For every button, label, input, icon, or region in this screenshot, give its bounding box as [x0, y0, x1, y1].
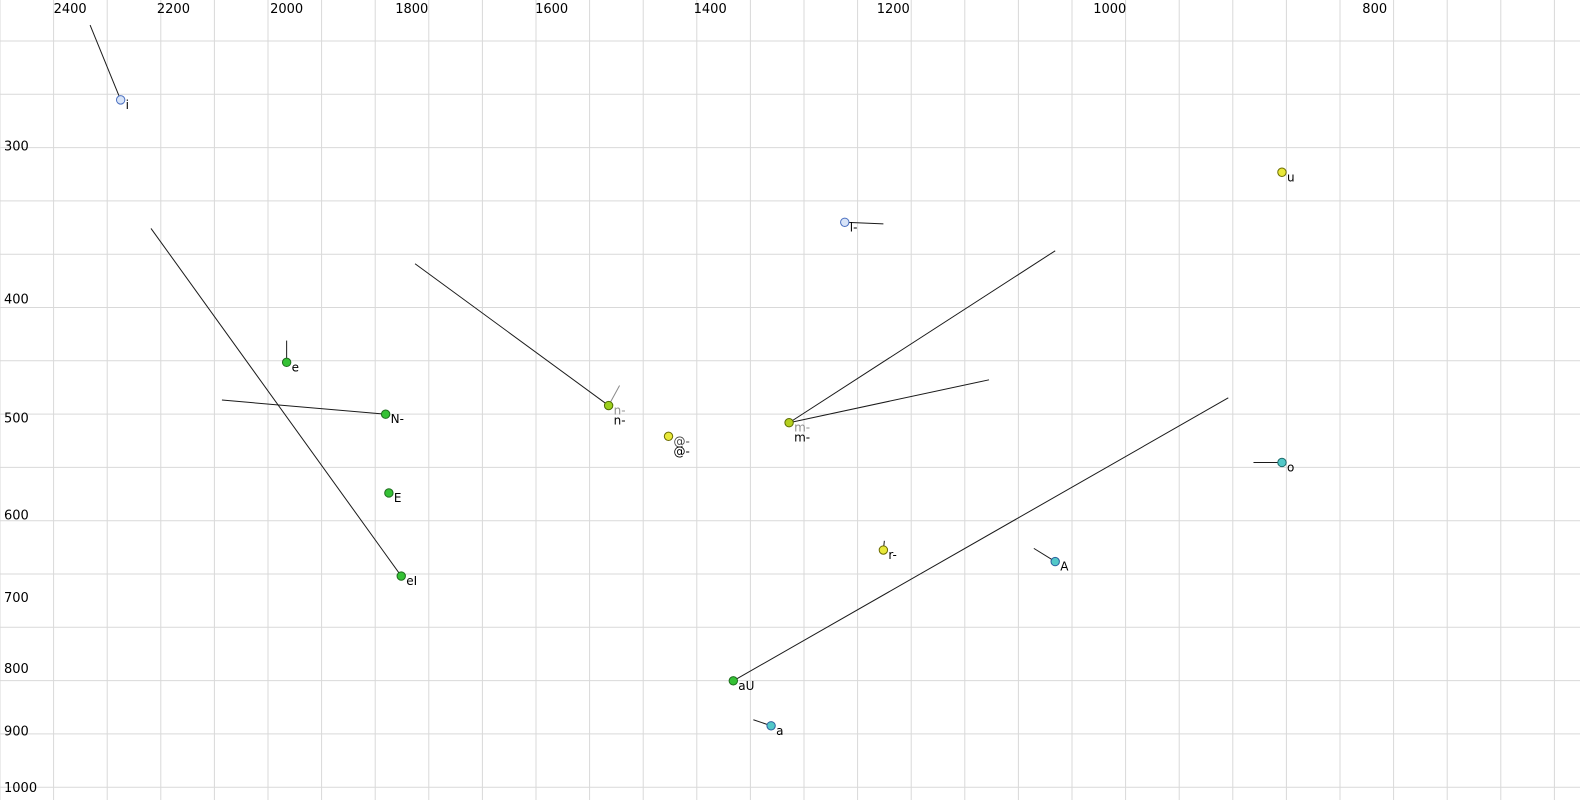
point-label-eI: eI	[406, 574, 417, 588]
point-r-	[878, 545, 889, 555]
point-e	[281, 357, 292, 368]
point-o	[1277, 457, 1287, 468]
trajectory-line-n-	[414, 263, 609, 406]
point-n-	[603, 400, 614, 411]
x-tick-label: 1200	[877, 2, 910, 17]
y-tick-label: 600	[4, 509, 29, 524]
trajectory-line-aU	[733, 397, 1229, 682]
x-tick-label: 1000	[1093, 2, 1126, 17]
point-A	[1050, 556, 1060, 567]
y-tick-label: 400	[4, 293, 29, 308]
y-tick-label: 300	[4, 139, 29, 154]
point-label-r-: r-	[888, 548, 897, 562]
x-tick-label: 1600	[535, 2, 568, 17]
trajectory-line-l-	[844, 221, 884, 225]
x-tick-label: 2400	[54, 2, 87, 17]
point-eI	[396, 571, 406, 581]
point-label-l-: l-	[850, 220, 858, 234]
y-tick-label: 800	[4, 662, 29, 677]
point-N-	[380, 409, 391, 419]
trajectory-line-eI	[150, 228, 402, 577]
point-label-A: A	[1060, 560, 1069, 574]
point-label-a: a	[776, 724, 783, 738]
y-tick-label: 500	[4, 411, 29, 426]
point-m-	[784, 418, 794, 428]
y-tick-label: 1000	[4, 781, 37, 796]
point-E	[384, 488, 394, 498]
point-label-u: u	[1287, 170, 1295, 184]
point-label-N-: N-	[391, 412, 404, 426]
point-@-	[663, 431, 674, 442]
x-tick-label: 1400	[694, 2, 727, 17]
point-label-m-: m-	[794, 431, 810, 445]
trajectory-line-i	[89, 24, 122, 101]
point-label-o: o	[1287, 460, 1294, 474]
x-tick-label: 2000	[270, 2, 303, 17]
point-a	[766, 721, 776, 731]
trajectory-line-N-	[221, 399, 386, 415]
x-tick-label: 800	[1362, 2, 1387, 17]
trajectory-line-m-	[788, 379, 990, 424]
point-label-n-: n-	[614, 414, 626, 428]
point-label-aU: aU	[738, 679, 754, 693]
y-tick-label: 900	[4, 725, 29, 740]
point-aU	[728, 676, 739, 686]
point-label-@-: @-	[674, 434, 690, 448]
point-label-@-: @-	[674, 444, 690, 458]
trajectory-line-m-	[788, 250, 1056, 424]
point-l-	[840, 217, 850, 227]
y-tick-label: 700	[4, 591, 29, 606]
point-label-i: i	[126, 98, 129, 112]
x-tick-label: 2200	[157, 2, 190, 17]
point-u	[1277, 167, 1287, 177]
point-label-m-: m-	[794, 421, 810, 435]
point-label-n-: n-	[614, 404, 626, 418]
point-label-E: E	[394, 491, 402, 505]
point-label-e: e	[292, 360, 299, 374]
x-tick-label: 1800	[395, 2, 428, 17]
point-i	[115, 95, 126, 105]
